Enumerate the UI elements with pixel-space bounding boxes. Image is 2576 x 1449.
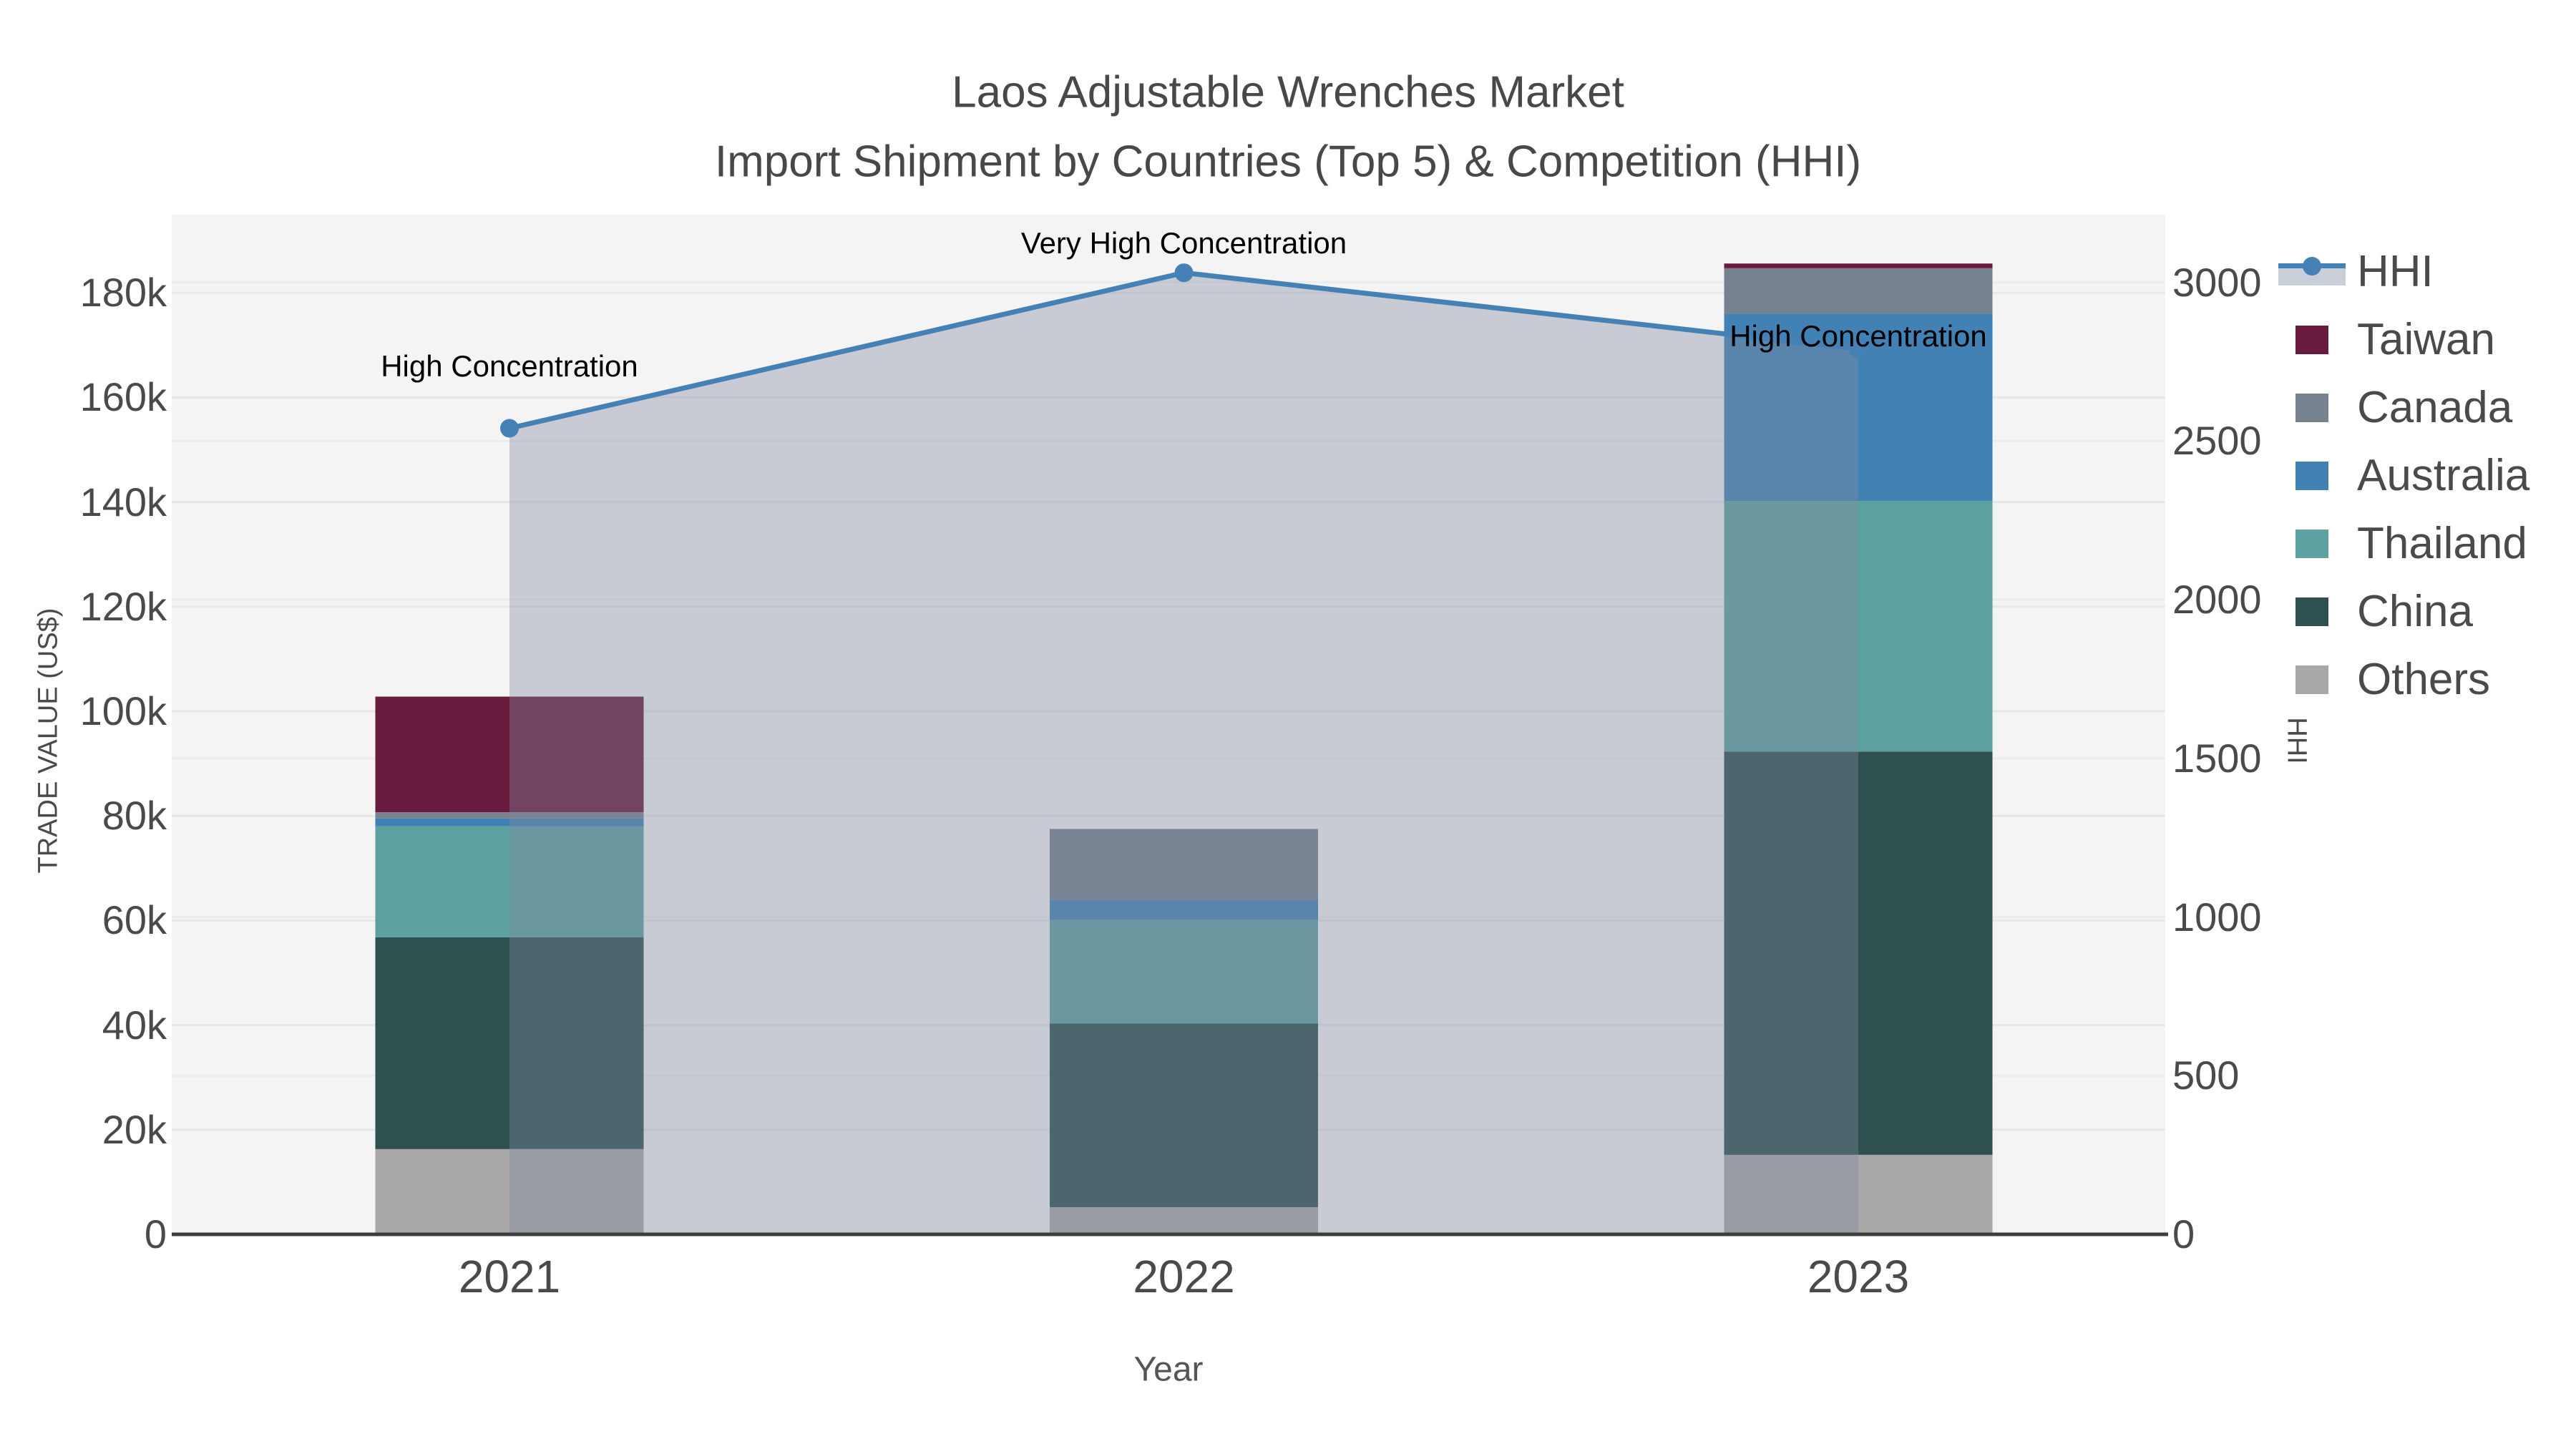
chart-title-line2: Import Shipment by Countries (Top 5) & C… xyxy=(714,137,1862,187)
australia-color-swatch-icon xyxy=(2278,453,2346,499)
annotation-2022: Very High Concentration xyxy=(1020,225,1347,260)
legend-label-others: Others xyxy=(2357,655,2491,704)
legend-item-australia[interactable]: Australia xyxy=(2278,453,2529,499)
y-left-tick-0: 0 xyxy=(144,1211,167,1257)
legend-item-canada[interactable]: Canada xyxy=(2278,385,2512,431)
bar-segment-2021-taiwan[interactable] xyxy=(375,696,644,813)
y-right-tick-2000: 2000 xyxy=(2172,577,2262,622)
chart-title-line1: Laos Adjustable Wrenches Market xyxy=(952,67,1624,117)
taiwan-color-swatch-icon xyxy=(2278,317,2346,363)
canada-color-swatch-icon xyxy=(2278,385,2346,431)
y-right-tick-500: 500 xyxy=(2172,1053,2240,1098)
bar-segment-2021-china[interactable] xyxy=(375,937,644,1149)
australia-swatch xyxy=(2296,462,2328,490)
bar-segment-2023-canada[interactable] xyxy=(1724,268,1993,314)
y-axis-right-title: HHI xyxy=(2281,717,2312,764)
legend-label-australia: Australia xyxy=(2357,451,2530,500)
y-left-tick-40k: 40k xyxy=(102,1002,167,1048)
y-left-tick-100k: 100k xyxy=(79,688,167,733)
y-right-tick-3000: 3000 xyxy=(2172,259,2262,305)
y-left-tick-180k: 180k xyxy=(79,270,167,316)
x-tick-2022: 2022 xyxy=(1133,1251,1235,1302)
bar-segment-2021-others[interactable] xyxy=(375,1148,644,1234)
legend-item-thailand[interactable]: Thailand xyxy=(2278,521,2527,567)
hhi-marker-2023[interactable] xyxy=(1849,339,1868,358)
y-left-tick-20k: 20k xyxy=(102,1106,167,1152)
annotation-2021: High Concentration xyxy=(381,348,638,383)
y-left-tick-160k: 160k xyxy=(79,374,167,420)
bar-segment-2022-thailand[interactable] xyxy=(1050,919,1318,1024)
legend-label-china: China xyxy=(2357,587,2473,636)
taiwan-swatch xyxy=(2296,326,2328,354)
bar-segment-2022-china[interactable] xyxy=(1050,1023,1318,1207)
china-swatch xyxy=(2296,597,2328,626)
bar-segment-2021-australia[interactable] xyxy=(375,818,644,826)
legend-label-canada: Canada xyxy=(2357,383,2513,432)
y-left-tick-120k: 120k xyxy=(79,583,167,629)
hhi-line-sample xyxy=(2278,257,2346,286)
others-swatch xyxy=(2296,665,2328,694)
bar-segment-2023-taiwan[interactable] xyxy=(1724,263,1993,268)
bar-segment-2022-australia[interactable] xyxy=(1050,899,1318,920)
bar-segment-2022-others[interactable] xyxy=(1050,1206,1318,1234)
y-right-tick-0: 0 xyxy=(2172,1211,2195,1257)
hhi-area-fill xyxy=(509,273,1858,1234)
legend-label-thailand: Thailand xyxy=(2357,519,2527,568)
x-axis-title: Year xyxy=(1133,1350,1204,1389)
china-color-swatch-icon xyxy=(2278,589,2346,635)
annotation-2023: High Concentration xyxy=(1729,318,1987,353)
legend-item-taiwan[interactable]: Taiwan xyxy=(2278,317,2495,363)
y-left-tick-80k: 80k xyxy=(102,793,167,839)
others-color-swatch-icon xyxy=(2278,657,2346,703)
bar-segment-2022-canada[interactable] xyxy=(1050,829,1318,900)
bar-segment-2021-canada[interactable] xyxy=(375,812,644,819)
legend-label-taiwan: Taiwan xyxy=(2357,315,2495,364)
legend-item-others[interactable]: Others xyxy=(2278,657,2490,703)
bar-segment-2023-others[interactable] xyxy=(1724,1154,1993,1234)
x-tick-2023: 2023 xyxy=(1807,1251,1910,1302)
hhi-marker-glyph xyxy=(2303,257,2321,275)
canada-swatch xyxy=(2296,394,2328,422)
y-left-tick-60k: 60k xyxy=(102,897,167,943)
thailand-swatch xyxy=(2296,530,2328,558)
x-tick-2021: 2021 xyxy=(458,1251,561,1302)
legend-item-hhi[interactable]: HHI xyxy=(2278,249,2434,295)
hhi-line-legend-icon xyxy=(2278,249,2346,295)
thailand-color-swatch-icon xyxy=(2278,521,2346,567)
bar-segment-2021-thailand[interactable] xyxy=(375,826,644,937)
y-right-tick-1000: 1000 xyxy=(2172,894,2262,940)
bar-segment-2023-china[interactable] xyxy=(1724,751,1993,1155)
y-left-tick-140k: 140k xyxy=(79,479,167,525)
y-right-tick-1500: 1500 xyxy=(2172,735,2262,781)
y-axis-left-title: TRADE VALUE (US$) xyxy=(33,608,64,874)
legend-label-hhi: HHI xyxy=(2357,247,2434,296)
y-right-tick-2500: 2500 xyxy=(2172,418,2262,464)
bar-segment-2023-thailand[interactable] xyxy=(1724,501,1993,752)
hhi-marker-2021[interactable] xyxy=(500,419,519,438)
legend-item-china[interactable]: China xyxy=(2278,589,2473,635)
hhi-marker-2022[interactable] xyxy=(1174,263,1194,283)
